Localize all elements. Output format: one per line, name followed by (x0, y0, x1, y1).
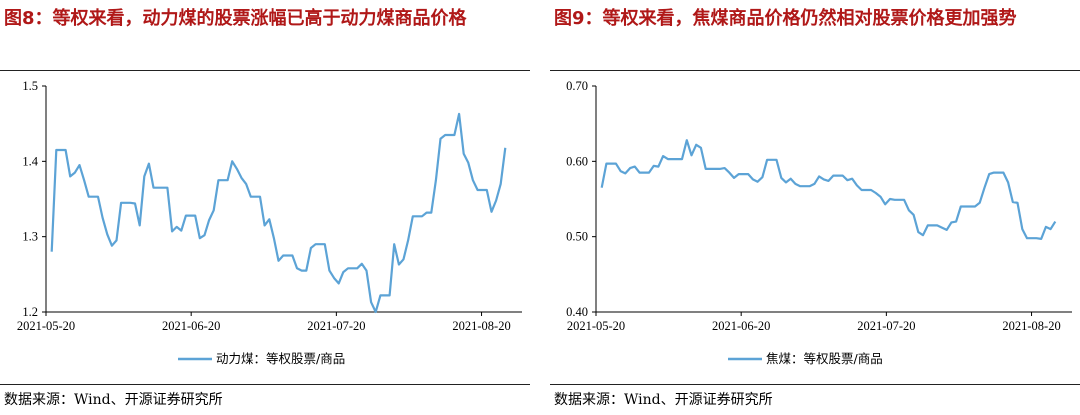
legend-label: 动力煤：等权股票/商品 (216, 351, 345, 366)
y-tick-label: 0.70 (566, 79, 588, 93)
bottom-rule (550, 384, 1080, 385)
source-note: 数据来源：Wind、开源证券研究所 (554, 392, 773, 408)
series-line (50, 112, 507, 314)
chart-panel-2: 图9：等权来看，焦煤商品价格仍然相对股票价格更加强势 0.40 0.50 0.60 0… (550, 0, 1080, 415)
y-tick-label: 0.50 (566, 230, 588, 244)
figure-title: 图9：等权来看，焦煤商品价格仍然相对股票价格更加强势 (554, 8, 1017, 29)
y-tick-label: 0.60 (566, 154, 588, 168)
chart-panel-1: 图8：等权来看，动力煤的股票涨幅已高于动力煤商品价格 1.2 1.3 1.4 1.5 2… (0, 0, 530, 415)
x-tick-label: 2021-07-20 (307, 319, 365, 333)
x-tick-label: 2021-06-20 (712, 319, 770, 333)
top-rule (550, 70, 1080, 71)
x-tick-label: 2021-05-20 (17, 319, 75, 333)
top-rule (0, 70, 530, 71)
legend-label: 焦煤：等权股票/商品 (766, 351, 883, 366)
x-tick-label: 2021-08-20 (1002, 319, 1060, 333)
y-tick-label: 1.4 (22, 154, 38, 168)
y-tick-label: 1.2 (22, 305, 38, 319)
y-tick-label: 1.3 (22, 230, 38, 244)
x-tick-label: 2021-05-20 (567, 319, 625, 333)
figure-title: 图8：等权来看，动力煤的股票涨幅已高于动力煤商品价格 (4, 8, 467, 29)
series-line (600, 139, 1057, 240)
y-tick-label: 0.40 (566, 305, 588, 319)
source-note: 数据来源：Wind、开源证券研究所 (4, 392, 223, 408)
bottom-rule (0, 384, 530, 385)
plot-area: 1.2 1.3 1.4 1.5 2021-05-20 2021-06-20 2021-07-… (17, 79, 522, 366)
x-tick-label: 2021-08-20 (452, 319, 510, 333)
x-tick-label: 2021-06-20 (162, 319, 220, 333)
y-tick-label: 1.5 (22, 79, 38, 93)
x-tick-label: 2021-07-20 (857, 319, 915, 333)
line-chart: 0.40 0.50 0.60 0.70 2021-05-20 2021-06-20 2021… (566, 79, 1072, 366)
line-chart: 1.2 1.3 1.4 1.5 2021-05-20 2021-06-20 2021-07-… (17, 79, 522, 366)
plot-area: 0.40 0.50 0.60 0.70 2021-05-20 2021-06-20 2021… (566, 79, 1072, 366)
